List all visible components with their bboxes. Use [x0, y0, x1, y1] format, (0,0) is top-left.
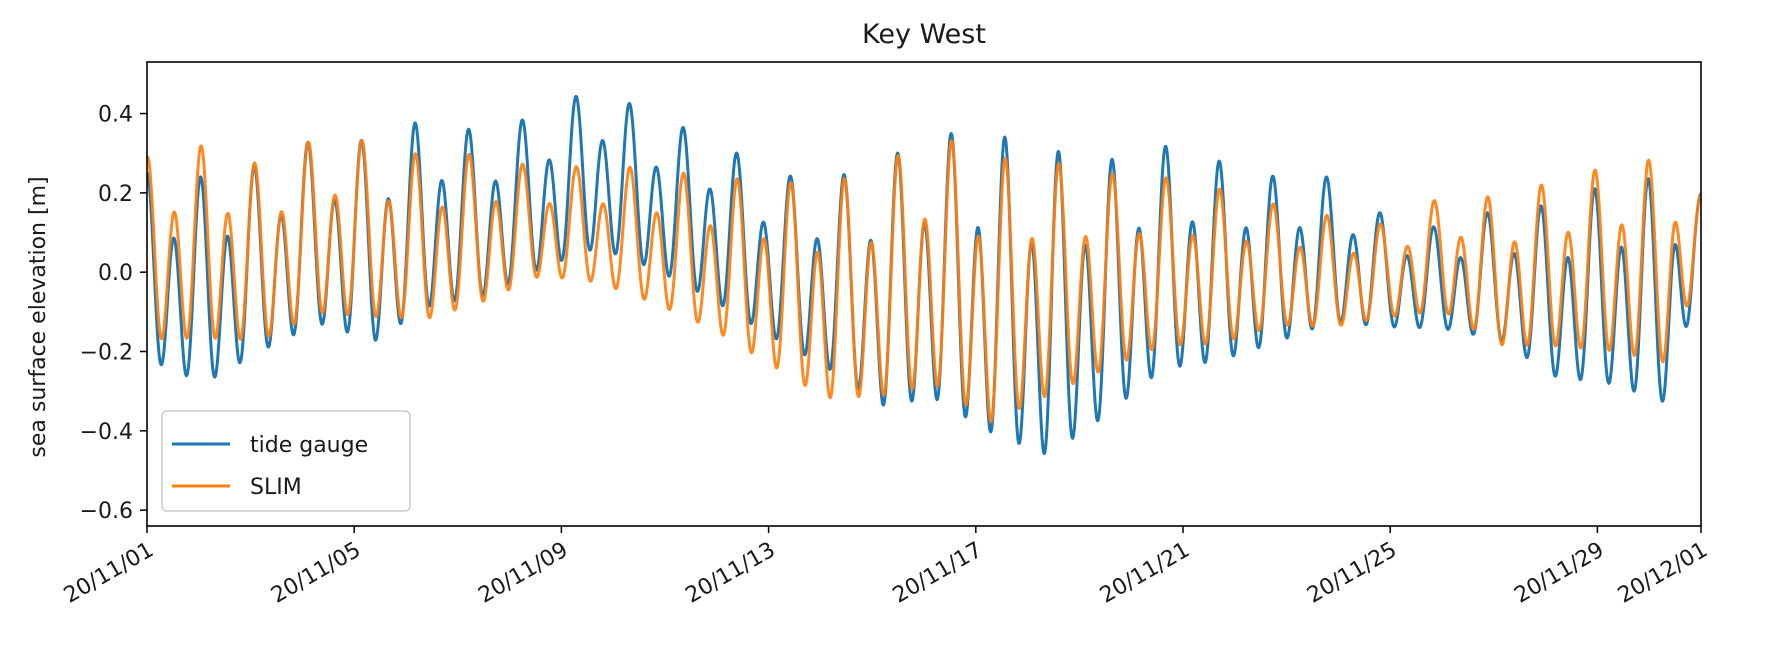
- x-tick-label: 20/11/13: [682, 538, 780, 609]
- y-axis: −0.6 −0.4 −0.2 0.0 0.2 0.4: [80, 103, 147, 524]
- x-tick-label: 20/11/09: [474, 538, 572, 609]
- y-tick-label: −0.2: [80, 341, 133, 366]
- x-tick-label: 20/11/17: [889, 538, 987, 609]
- y-tick-label: 0.4: [98, 103, 133, 128]
- x-tick-label: 20/11/21: [1096, 538, 1194, 609]
- x-tick-label: 20/11/01: [60, 538, 158, 609]
- x-axis: 20/11/01 20/11/05 20/11/09 20/11/13 20/11/17…: [60, 526, 1712, 609]
- y-tick-label: 0.2: [98, 182, 133, 207]
- series-layer: [147, 94, 1701, 456]
- series-line: [147, 138, 1701, 424]
- x-tick-label: 20/11/29: [1510, 538, 1608, 609]
- chart-title: Key West: [862, 19, 986, 50]
- y-tick-label: −0.4: [80, 420, 133, 445]
- x-tick-label: 20/12/01: [1614, 538, 1712, 609]
- plot-frame: [146, 61, 1702, 527]
- x-tick-label: 20/11/25: [1303, 538, 1401, 609]
- y-axis-label: sea surface elevation [m]: [26, 176, 51, 457]
- x-tick-label: 20/11/05: [267, 538, 365, 609]
- legend: tide gauge SLIM: [161, 410, 411, 512]
- legend-label: tide gauge: [250, 433, 368, 458]
- y-tick-label: −0.6: [80, 499, 133, 524]
- y-tick-label: 0.0: [98, 261, 133, 286]
- legend-label: SLIM: [250, 475, 302, 500]
